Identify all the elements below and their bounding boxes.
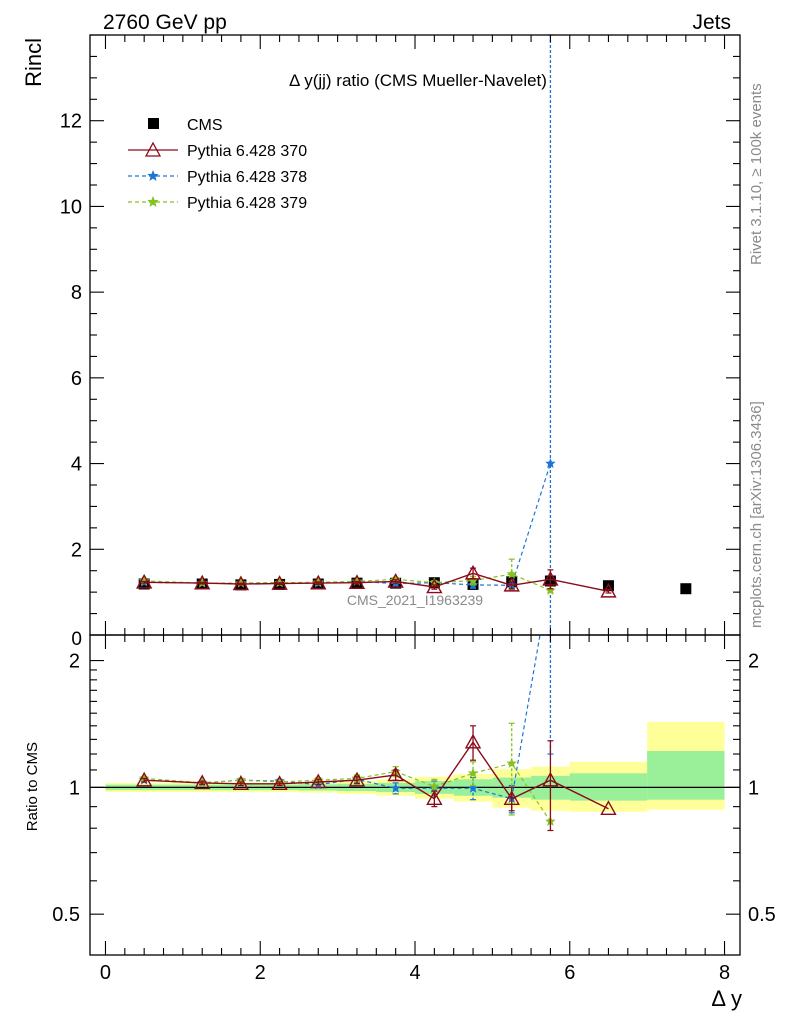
main-y-tick-label: 10 [60, 196, 82, 218]
main-point-pythia-6-428-370 [310, 574, 327, 590]
ratio-y-tick-label-left: 1 [69, 777, 80, 799]
main-point-pythia-6-428-370 [348, 574, 366, 590]
legend-cms-label: CMS [187, 117, 223, 134]
x-tick-label: 2 [255, 962, 266, 984]
ratio-point-pythia-6-428-370 [600, 800, 617, 815]
ratio-line-pythia-6-428-370 [144, 740, 609, 810]
legend-entry-pythia-378: Pythia 6.428 378 [128, 169, 307, 186]
ratio-point-pythia-6-428-378 [390, 782, 401, 793]
legend-378-label: Pythia 6.428 378 [187, 169, 307, 186]
main-y-tick-label: 0 [71, 629, 82, 650]
main-point-pythia-6-428-370 [135, 573, 153, 589]
main-y-axis-label: Rincl [21, 38, 46, 87]
main-point-pythia-6-428-370 [194, 574, 211, 590]
ratio-point-pythia-6-428-379 [235, 774, 247, 785]
main-point-pythia-6-428-378 [545, 458, 556, 468]
main-series-pythia-6-428-370 [135, 564, 617, 598]
main-point-pythia-6-428-379 [467, 575, 479, 585]
ratio-point-pythia-6-428-370 [542, 771, 559, 787]
main-point-pythia-6-428-370 [600, 582, 617, 598]
x-tick-label: 4 [409, 962, 420, 984]
x-tick-label: 8 [719, 962, 730, 984]
ratio-point-pythia-6-428-379 [506, 757, 517, 768]
main-point-pythia-6-428-370 [271, 575, 288, 590]
main-line-pythia-6-428-378 [144, 463, 551, 586]
legend-370-marker [144, 141, 162, 157]
ratio-point-pythia-6-428-379 [429, 781, 440, 791]
legend-entry-cms: CMS [148, 117, 223, 134]
ratio-point-pythia-6-428-378 [467, 782, 479, 793]
process-label: Jets [692, 11, 731, 34]
main-panel-series [135, 34, 692, 636]
main-point-pythia-6-428-370 [542, 570, 559, 586]
main-y-tick-label: 4 [71, 454, 82, 476]
main-point-pythia-6-428-379 [545, 584, 556, 595]
ratio-point-pythia-6-428-370 [503, 790, 520, 805]
main-point-pythia-6-428-370 [232, 575, 250, 591]
main-y-tick-label: 12 [60, 111, 82, 133]
ratio-series-pythia-6-428-370 [135, 725, 617, 832]
main-point-pythia-6-428-370 [464, 564, 482, 580]
ratio-point-pythia-6-428-379 [467, 767, 479, 778]
main-point-pythia-6-428-370 [426, 578, 443, 594]
x-axis-label: Δ y [711, 986, 742, 1011]
ratio-y-tick-label-right: 0.5 [748, 904, 776, 926]
main-point-pythia-6-428-379 [138, 575, 150, 586]
main-point-pythia-6-428-379 [506, 568, 517, 579]
ratio-point-pythia-6-428-370 [348, 771, 366, 787]
ratio-point-pythia-6-428-370 [464, 733, 482, 749]
main-point-cms [680, 583, 692, 595]
main-y-tick-label: 2 [71, 539, 82, 561]
ratio-point-pythia-6-428-370 [387, 766, 404, 782]
legend-379-marker [147, 196, 159, 207]
legend-379-label: Pythia 6.428 379 [187, 195, 307, 212]
energy-label: 2760 GeV pp [103, 11, 227, 34]
legend: CMS Pythia 6.428 370 Pythia 6.428 378 Py… [128, 117, 307, 212]
main-point-pythia-6-428-379 [390, 573, 401, 584]
main-y-tick-label: 6 [71, 368, 82, 390]
ratio-point-pythia-6-428-370 [310, 773, 327, 789]
x-tick-label: 6 [564, 962, 575, 984]
ratio-y-tick-label-right: 2 [748, 651, 759, 673]
ratio-point-pythia-6-428-370 [194, 774, 211, 790]
main-point-pythia-6-428-379 [429, 577, 440, 588]
legend-entry-pythia-379: Pythia 6.428 379 [128, 195, 307, 212]
ratio-point-pythia-6-428-370 [271, 775, 288, 791]
legend-370-label: Pythia 6.428 370 [187, 143, 307, 160]
legend-cms-marker [148, 118, 159, 129]
main-y-tick-label: 8 [71, 282, 82, 304]
analysis-watermark: CMS_2021_I1963239 [347, 592, 483, 608]
side-rivet-label: Rivet 3.1.10, ≥ 100k events [748, 83, 765, 265]
ratio-point-pythia-6-428-370 [232, 775, 250, 791]
main-point-pythia-6-428-370 [387, 572, 404, 588]
ratio-band-green [647, 750, 725, 800]
ratio-y-tick-label-left: 2 [69, 651, 80, 673]
main-point-pythia-6-428-370 [503, 576, 520, 592]
ratio-point-pythia-6-428-370 [135, 771, 153, 787]
x-tick-label: 0 [100, 962, 111, 984]
ratio-y-axis-label: Ratio to CMS [24, 742, 41, 831]
ratio-panel-series [135, 634, 617, 832]
ratio-panel-bands [105, 721, 725, 812]
ratio-y-tick-label-right: 1 [748, 777, 759, 799]
side-mcplots-label: mcplots.cern.ch [arXiv:1306.3436] [748, 401, 765, 628]
legend-entry-pythia-370: Pythia 6.428 370 [128, 141, 307, 160]
plot-title: Δ y(jj) ratio (CMS Mueller-Navelet) [289, 71, 547, 90]
main-line-pythia-6-428-370 [144, 572, 609, 592]
legend-378-marker [147, 170, 159, 181]
ratio-y-tick-label-left: 0.5 [52, 904, 80, 926]
ratio-point-pythia-6-428-370 [426, 790, 443, 805]
